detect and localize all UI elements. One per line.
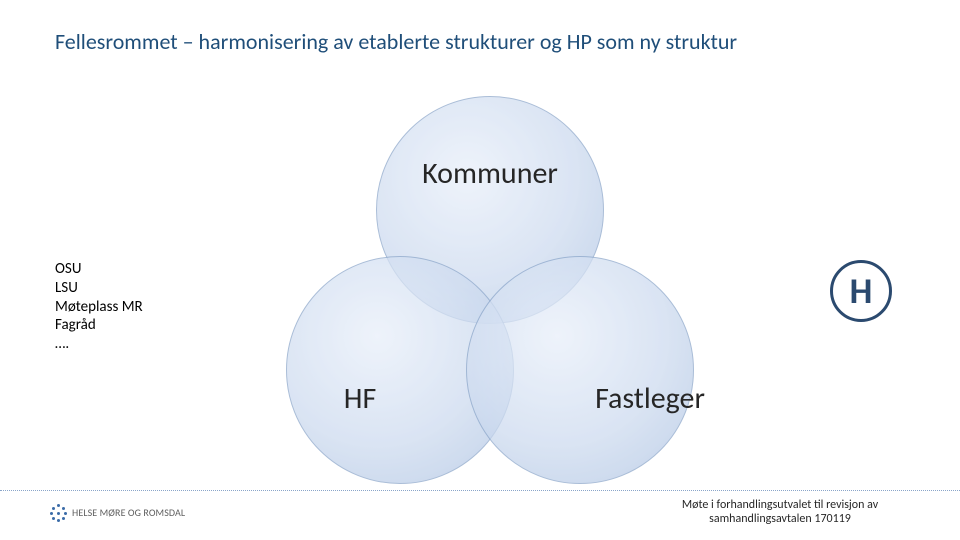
h-badge-icon: H [830,260,892,322]
h-badge-letter: H [850,269,873,313]
slide: Fellesrommet – harmonisering av etablert… [0,0,960,540]
venn-label-kommuner: Kommuner [400,155,580,192]
list-item: Fagråd [55,316,143,335]
footer-logo: HELSE MØRE OG ROMSDAL [50,504,185,520]
divider [0,490,960,491]
page-title: Fellesrommet – harmonisering av etablert… [55,28,737,55]
side-list: OSU LSU Møteplass MR Fagråd …. [55,260,143,354]
logo-dots-icon [50,504,66,520]
list-item: OSU [55,260,143,279]
footer-logo-text: HELSE MØRE OG ROMSDAL [72,506,185,519]
venn-circle-fastleger [466,256,694,484]
venn-label-fastleger: Fastleger [560,380,740,417]
footer-note-line: Møte i forhandlingsutvalet til revisjon … [640,498,920,512]
footer-note-line: samhandlingsavtalen 170119 [640,512,920,526]
footer-note: Møte i forhandlingsutvalet til revisjon … [640,498,920,527]
list-item: LSU [55,279,143,298]
list-item: …. [55,335,143,354]
list-item: Møteplass MR [55,298,143,317]
venn-label-hf: HF [320,380,400,417]
